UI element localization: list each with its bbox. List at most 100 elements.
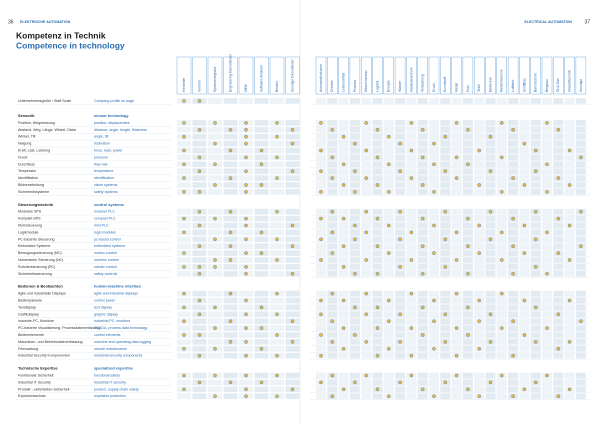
matrix-cell xyxy=(564,133,575,140)
matrix-cell xyxy=(361,304,372,311)
matrix-cell xyxy=(270,264,284,270)
matrix-dot xyxy=(533,265,538,269)
matrix-cell xyxy=(519,208,530,215)
matrix-cell xyxy=(474,372,485,379)
column-header: Engineering-Dienstleister xyxy=(228,53,232,92)
matrix-cell xyxy=(372,257,383,263)
matrix-cell xyxy=(496,98,507,104)
matrix-cell xyxy=(349,161,360,168)
matrix-dot xyxy=(420,333,425,337)
matrix-dot xyxy=(556,312,561,317)
matrix-cell xyxy=(519,290,530,297)
matrix-cell xyxy=(177,325,191,331)
matrix-dot xyxy=(213,326,217,330)
matrix-cell xyxy=(361,379,372,386)
column-header-box xyxy=(440,56,451,95)
matrix-dot xyxy=(511,216,515,221)
matrix-cell xyxy=(316,250,326,256)
matrix-dot xyxy=(182,346,186,351)
matrix-cell xyxy=(208,243,222,250)
matrix-cell xyxy=(239,345,253,352)
matrix-cell xyxy=(254,175,269,181)
matrix-dot xyxy=(259,230,264,235)
matrix-dot xyxy=(319,333,323,337)
row-label-en: Company profile on page xyxy=(94,99,134,103)
matrix-cell xyxy=(192,339,207,345)
matrix-cell xyxy=(395,189,406,195)
column-header-box xyxy=(496,56,507,95)
matrix-dot xyxy=(432,162,436,167)
matrix-cell xyxy=(474,304,485,311)
matrix-dot xyxy=(466,244,470,248)
matrix-cell xyxy=(349,297,360,304)
matrix-dot xyxy=(197,312,202,317)
matrix-cell xyxy=(395,372,406,379)
matrix-dot xyxy=(477,394,482,399)
row-label: Modulare SPS xyxy=(18,210,42,214)
matrix-cell xyxy=(440,215,451,222)
matrix-dot xyxy=(330,127,335,132)
matrix-cell xyxy=(208,250,222,256)
matrix-cell xyxy=(496,243,507,250)
row-label: Embedded Systeme xyxy=(18,244,50,248)
matrix-cell xyxy=(316,339,326,345)
matrix-cell xyxy=(440,372,451,379)
matrix-dot xyxy=(556,127,561,132)
matrix-cell xyxy=(530,386,541,393)
matrix-cell xyxy=(372,311,383,318)
matrix-cell xyxy=(542,393,552,400)
matrix-cell xyxy=(519,98,530,104)
matrix-cell xyxy=(406,250,417,256)
column-header: Medizintechnik xyxy=(500,69,504,92)
matrix-cell xyxy=(239,318,253,325)
matrix-cell xyxy=(372,208,383,215)
column-header: Holz xyxy=(466,85,470,92)
column-header: Gebäudetechnik xyxy=(409,67,413,92)
matrix-cell xyxy=(553,236,564,243)
matrix-cell xyxy=(395,215,406,222)
matrix-cell xyxy=(208,352,222,359)
matrix-cell xyxy=(383,147,394,154)
matrix-cell xyxy=(496,339,507,345)
matrix-dot xyxy=(213,373,217,378)
matrix-cell xyxy=(519,257,530,263)
matrix-dot xyxy=(244,155,248,160)
matrix-cell xyxy=(254,297,269,304)
matrix-cell xyxy=(406,161,417,168)
matrix-cell xyxy=(508,147,519,154)
matrix-cell xyxy=(429,120,439,126)
matrix-cell xyxy=(316,98,326,104)
matrix-dot xyxy=(197,265,202,269)
matrix-cell xyxy=(208,311,222,318)
matrix-cell xyxy=(542,154,552,161)
matrix-dot xyxy=(330,394,335,399)
matrix-cell xyxy=(285,393,300,400)
matrix-cell xyxy=(451,140,462,147)
matrix-cell xyxy=(223,215,238,222)
matrix-dot xyxy=(197,209,202,214)
matrix-dot xyxy=(290,271,295,276)
matrix-cell xyxy=(361,98,372,104)
page-number: 36 xyxy=(8,19,14,25)
column-header: Wasser xyxy=(398,80,402,92)
matrix-cell xyxy=(383,304,394,311)
matrix-dot xyxy=(488,237,493,242)
matrix-cell xyxy=(519,175,530,181)
matrix-dot xyxy=(364,230,369,235)
row-label: Industrial IT Security xyxy=(18,380,51,384)
matrix-cell xyxy=(462,264,473,270)
matrix-cell xyxy=(254,126,269,133)
matrix-cell xyxy=(338,222,349,229)
column-header-box xyxy=(223,56,238,95)
matrix-cell xyxy=(285,332,300,338)
matrix-cell xyxy=(485,386,496,393)
matrix-cell xyxy=(496,147,507,154)
matrix-cell xyxy=(462,229,473,236)
matrix-dot xyxy=(375,155,380,160)
matrix-cell xyxy=(406,339,417,345)
column-header: Öl & Gas xyxy=(556,78,560,92)
matrix-dot xyxy=(353,333,357,337)
matrix-cell xyxy=(327,304,338,311)
matrix-cell xyxy=(440,257,451,263)
matrix-dot xyxy=(319,353,323,358)
